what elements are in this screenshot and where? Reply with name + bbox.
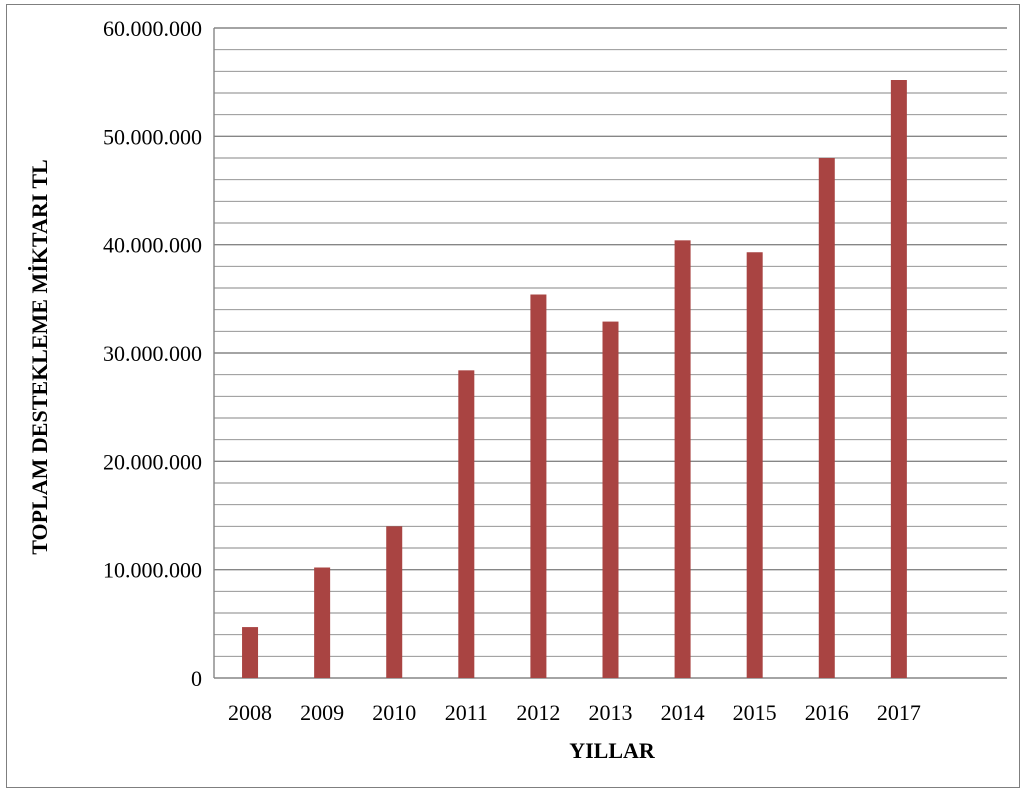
bar-2017	[890, 80, 907, 678]
y-tick-label: 20.000.000	[103, 449, 202, 474]
x-tick-label: 2014	[661, 700, 705, 725]
x-tick-labels: 2008 2009 2010 2011 2012 2013 2014 2015 2016 2017	[228, 700, 921, 725]
bar-2015	[746, 252, 763, 678]
x-tick-label: 2010	[372, 700, 416, 725]
y-tick-label: 40.000.000	[103, 233, 202, 258]
x-tick-label: 2008	[228, 700, 272, 725]
x-axis-title: YILLAR	[569, 738, 656, 763]
x-tick-label: 2017	[877, 700, 921, 725]
y-tick-label: 0	[191, 666, 202, 691]
bar-series	[242, 80, 907, 679]
bar-2012	[530, 294, 547, 678]
x-tick-label: 2016	[805, 700, 849, 725]
y-tick-label: 50.000.000	[103, 124, 202, 149]
x-tick-label: 2009	[300, 700, 344, 725]
y-axis-title: TOPLAM DESTEKLEME MİKTARI TL	[27, 159, 52, 554]
bar-2013	[602, 321, 619, 678]
x-tick-label: 2012	[516, 700, 560, 725]
x-tick-label: 2011	[445, 700, 488, 725]
bar-2014	[674, 240, 691, 679]
bar-2008	[242, 627, 259, 678]
y-tick-label: 60.000.000	[103, 16, 202, 41]
bar-2009	[314, 567, 331, 678]
bar-2011	[458, 370, 475, 678]
y-tick-label: 10.000.000	[103, 558, 202, 583]
y-tick-labels: 0 10.000.000 20.000.000 30.000.000 40.000.00…	[103, 16, 202, 691]
bar-2010	[386, 526, 403, 678]
y-tick-label: 30.000.000	[103, 341, 202, 366]
x-tick-label: 2013	[589, 700, 633, 725]
x-tick-label: 2015	[733, 700, 777, 725]
bar-2016	[818, 158, 835, 678]
